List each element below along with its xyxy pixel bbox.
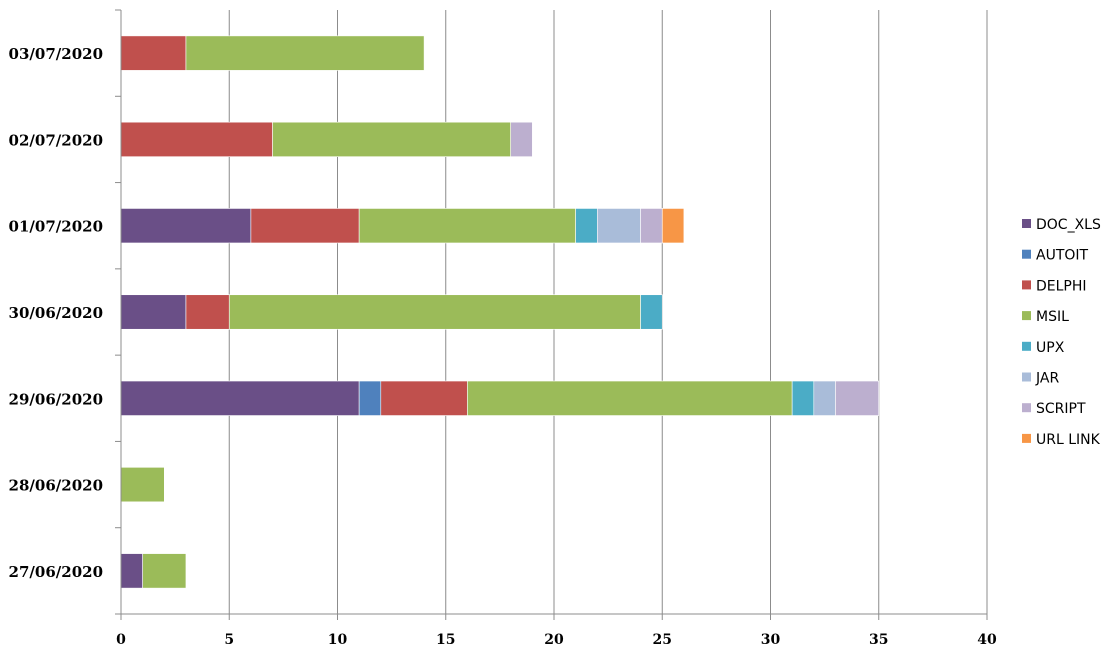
bar-doc-xls-27-06-2020 [120, 553, 143, 589]
bar-delphi-30-06-2020 [185, 294, 230, 330]
bar-jar-01-07-2020 [596, 208, 641, 244]
x-tick-label-15: 15 [436, 632, 455, 648]
legend-label-upx: UPX [1036, 340, 1065, 356]
x-tick-label-25: 25 [653, 632, 672, 648]
legend-label-url-link: URL LINK [1036, 432, 1101, 448]
bars [120, 35, 880, 589]
legend-swatch-autoit [1022, 249, 1031, 259]
bar-delphi-03-07-2020 [120, 35, 187, 71]
bar-script-29-06-2020 [835, 380, 880, 416]
y-tick-label-28-06-2020: 28/06/2020 [9, 477, 103, 495]
bar-msil-02-07-2020 [272, 121, 511, 157]
bar-doc-xls-01-07-2020 [120, 208, 252, 244]
bar-autoit-29-06-2020 [358, 380, 382, 416]
bar-msil-29-06-2020 [467, 380, 793, 416]
legend-swatch-script [1022, 403, 1031, 413]
legend-swatch-doc-xls [1022, 219, 1031, 228]
bar-msil-01-07-2020 [358, 208, 576, 244]
bar-delphi-01-07-2020 [250, 208, 360, 244]
bar-delphi-29-06-2020 [380, 380, 468, 416]
x-tick-label-5: 5 [224, 632, 234, 648]
legend-swatch-jar [1022, 372, 1031, 382]
bar-msil-27-06-2020 [142, 553, 187, 589]
y-tick-label-29-06-2020: 29/06/2020 [9, 390, 103, 408]
x-tick-label-30: 30 [761, 632, 781, 648]
legend-label-jar: JAR [1035, 371, 1059, 387]
bar-doc-xls-30-06-2020 [120, 294, 187, 330]
bar-msil-28-06-2020 [120, 467, 165, 503]
legend-swatch-msil [1022, 311, 1031, 321]
bar-upx-01-07-2020 [575, 208, 598, 244]
legend-swatch-delphi [1022, 280, 1031, 290]
bar-script-02-07-2020 [510, 121, 533, 157]
bar-msil-03-07-2020 [185, 35, 425, 71]
bar-doc-xls-29-06-2020 [120, 380, 360, 416]
legend-label-script: SCRIPT [1036, 401, 1086, 417]
legend-label-doc-xls: DOC_XLS [1036, 217, 1101, 233]
y-tick-label-27-06-2020: 27/06/2020 [9, 563, 103, 581]
y-tick-label-02-07-2020: 02/07/2020 [9, 131, 103, 149]
x-tick-label-35: 35 [869, 632, 888, 648]
bar-script-01-07-2020 [640, 208, 663, 244]
x-tick-label-0: 0 [116, 632, 126, 648]
x-tick-label-20: 20 [544, 632, 564, 648]
bar-upx-29-06-2020 [791, 380, 815, 416]
legend-swatch-upx [1022, 341, 1031, 351]
legend-label-msil: MSIL [1036, 309, 1069, 325]
y-tick-label-30-06-2020: 30/06/2020 [9, 304, 103, 322]
y-tick-label-01-07-2020: 01/07/2020 [9, 218, 103, 236]
x-tick-label-40: 40 [977, 632, 997, 648]
bar-url-link-01-07-2020 [661, 208, 685, 244]
legend-swatch-url-link [1022, 433, 1031, 443]
bar-upx-30-06-2020 [640, 294, 663, 330]
x-tick-label-10: 10 [328, 632, 348, 648]
legend-label-autoit: AUTOIT [1036, 248, 1089, 264]
axis-labels: 0 5 10 15 20 25 30 35 40 03/07/2020 02/07/2020 01/0… [9, 45, 997, 648]
bar-delphi-02-07-2020 [120, 121, 273, 157]
y-tick-label-03-07-2020: 03/07/2020 [9, 45, 103, 63]
legend-label-delphi: DELPHI [1036, 278, 1087, 294]
axes [115, 9, 988, 620]
bar-jar-29-06-2020 [813, 380, 836, 416]
bar-msil-30-06-2020 [228, 294, 641, 330]
legend: DOC_XLS AUTOIT DELPHI MSIL UPX JAR SCRIPT URL L… [1022, 217, 1101, 448]
